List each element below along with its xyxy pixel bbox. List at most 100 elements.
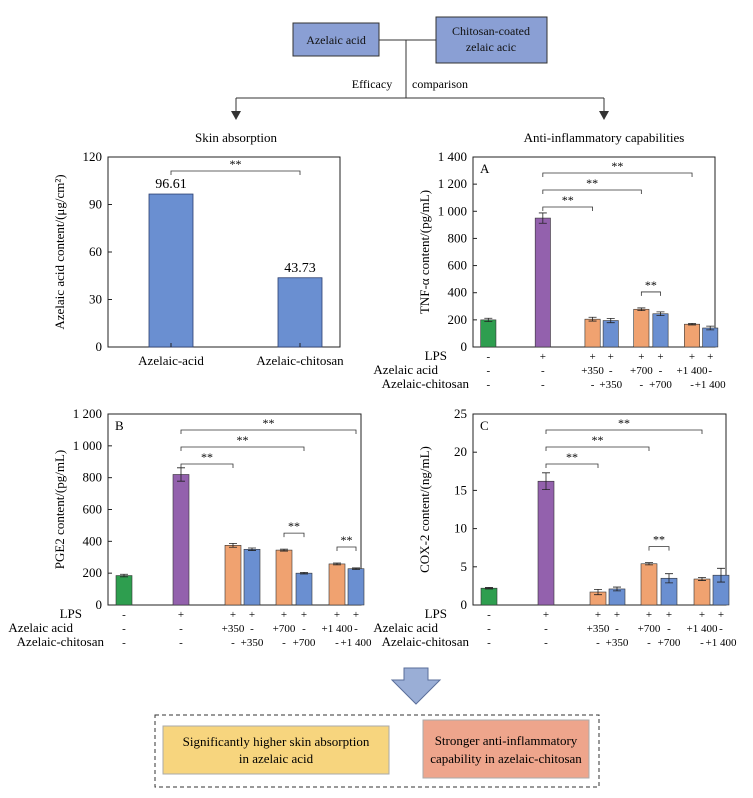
b-treatment-row-label: LPS: [60, 606, 82, 621]
a-treatment-cell: -: [541, 365, 545, 377]
azelaic-acid-box: [292, 22, 380, 57]
b-treatment-cell: -: [302, 623, 306, 635]
b-error-bar: [229, 543, 237, 548]
skin-absorption-chart: 0 30 60 90 120 Azelaic acid content/(μg/cm²) 9…: [52, 149, 344, 368]
c-treatment-cell: +1 400: [706, 637, 737, 649]
b-treatment-cell: +1 400: [341, 637, 372, 649]
b-bar: [243, 548, 261, 606]
b-treatment-cell: +1 400: [322, 623, 353, 635]
c-significance-bracket: [545, 429, 703, 434]
c-treatment-cell: +: [699, 609, 705, 621]
a-significance-bracket: [542, 172, 693, 177]
a-bar: [633, 308, 650, 348]
b-error-bar: [352, 567, 360, 570]
c-significance-bracket: [648, 546, 670, 551]
b-treatment-cell: -: [250, 623, 254, 635]
c-treatment-cell: +1 400: [687, 623, 718, 635]
a-y-tick-label: 0: [461, 339, 468, 354]
b-significance-label: **: [237, 433, 249, 447]
a-y-tick-label: 400: [448, 285, 468, 300]
c-treatment-cell: -: [647, 637, 651, 649]
c-treatment-cell: -: [719, 623, 723, 635]
b-y-tick-label: 0: [96, 597, 103, 612]
c-treatment-row-label: Azelaic-chitosan: [382, 634, 470, 649]
a-y-tick-label: 1 400: [438, 149, 467, 164]
b-treatment-cell: +: [281, 609, 287, 621]
c-bar: [640, 563, 658, 606]
c-error-bar: [717, 567, 725, 583]
absorption-conclusion-line1: Significantly higher skin absorption: [183, 734, 370, 749]
a-y-axis-label: TNF-α content/(pg/mL): [417, 190, 432, 314]
a-treatment-cell: -: [609, 365, 613, 377]
b-treatment-cell: -: [282, 637, 286, 649]
skin-bar: [148, 193, 194, 348]
b-bar: [275, 549, 293, 606]
b-bar: [347, 568, 365, 606]
a-panel-label: A: [480, 161, 490, 176]
a-treatment-cell: -: [541, 379, 545, 391]
a-treatment-cell: -: [690, 379, 694, 391]
skin-y-tick-label: 30: [89, 292, 102, 307]
c-y-tick-label: 5: [461, 559, 468, 574]
c-y-tick-label: 25: [454, 406, 467, 421]
efficacy-label: Efficacy: [352, 77, 392, 91]
skin-data-label: 96.61: [155, 177, 187, 192]
b-treatment-cell: +700: [293, 637, 316, 649]
c-treatment-cell: +: [614, 609, 620, 621]
c-error-bar: [594, 588, 602, 596]
c-treatment-cell: +: [666, 609, 672, 621]
c-treatment-cell: -: [487, 623, 491, 635]
a-bar: [584, 318, 601, 348]
a-treatment-cell: +: [707, 351, 713, 363]
a-treatment-cell: +: [540, 351, 546, 363]
a-significance-label: **: [645, 278, 657, 292]
b-treatment-cell: +350: [222, 623, 245, 635]
a-treatment-cell: -: [640, 379, 644, 391]
comparison-label: comparison: [412, 77, 468, 91]
skin-x-tick-label: Azelaic-acid: [138, 353, 204, 368]
c-treatment-cell: -: [544, 637, 548, 649]
c-y-tick-label: 10: [454, 521, 467, 536]
a-bar: [684, 323, 700, 348]
a-treatment-cell: +700: [649, 379, 672, 391]
c-treatment-cell: +350: [606, 637, 629, 649]
c-treatment-cell: -: [615, 623, 619, 635]
a-error-bar: [656, 311, 665, 317]
c-treatment-cell: -: [596, 637, 600, 649]
down-arrow-icon: [390, 667, 442, 705]
c-error-bar: [665, 573, 673, 584]
a-y-tick-label: 1 000: [438, 203, 467, 218]
skin-y-tick-label: 60: [89, 244, 102, 259]
b-significance-bracket: [180, 446, 305, 451]
a-treatment-cell: +1 400: [695, 379, 726, 391]
b-error-bar: [333, 562, 341, 566]
conclusion-frame: [154, 714, 600, 788]
c-treatment-row-label: Azelaic acid: [373, 620, 438, 635]
c-significance-bracket: [545, 446, 650, 451]
a-y-tick-label: 1 200: [438, 176, 467, 191]
a-significance-bracket: [640, 291, 661, 296]
b-treatment-cell: +: [334, 609, 340, 621]
a-treatment-cell: +: [638, 351, 644, 363]
b-error-bar: [120, 573, 128, 578]
a-treatment-row-label: LPS: [425, 348, 447, 363]
b-treatment-cell: +: [230, 609, 236, 621]
skin-bar: [277, 277, 323, 348]
c-treatment-cell: -: [667, 623, 671, 635]
b-significance-bracket: [336, 546, 357, 551]
c-y-tick-label: 15: [454, 482, 467, 497]
b-bar: [295, 572, 313, 606]
a-treatment-row-label: Azelaic acid: [373, 362, 438, 377]
anti-inflammatory-conclusion-line1: Stronger anti-inflammatory: [435, 733, 578, 748]
c-treatment-cell: +350: [587, 623, 610, 635]
a-significance-label: **: [586, 176, 598, 190]
b-y-axis-label: PGE2 content/(pg/mL): [52, 450, 67, 570]
c-treatment-cell: +700: [638, 623, 661, 635]
a-treatment-cell: +: [608, 351, 614, 363]
a-error-bar: [637, 307, 646, 312]
b-treatment-cell: +: [353, 609, 359, 621]
a-treatment-cell: +: [657, 351, 663, 363]
c-treatment-cell: +: [543, 609, 549, 621]
b-y-tick-label: 1 200: [73, 406, 102, 421]
a-y-tick-label: 800: [448, 230, 468, 245]
